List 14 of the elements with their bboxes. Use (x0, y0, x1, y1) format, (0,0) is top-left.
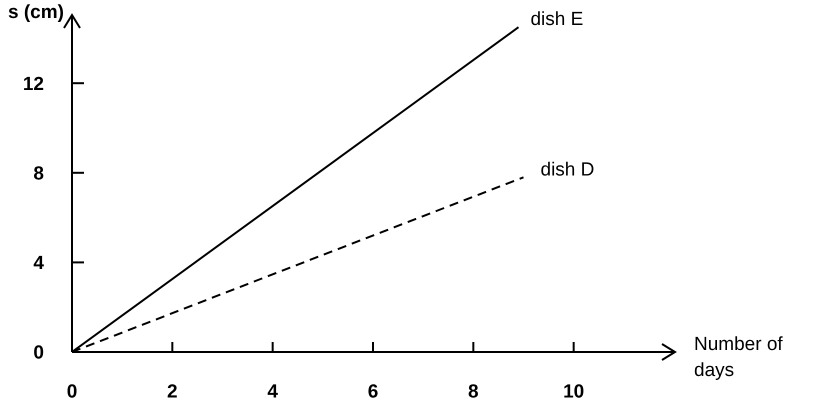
x-axis-title: Number of days (694, 333, 784, 383)
y-tick-label: 12 (22, 74, 44, 95)
x-tick-label: 4 (267, 381, 278, 402)
series-label: dish D (540, 159, 594, 180)
x-tick-label: 0 (66, 381, 78, 402)
x-tick-label: 10 (563, 381, 584, 402)
y-tick-label: 0 (33, 342, 44, 364)
x-tick-label: 6 (368, 381, 378, 402)
x-tick-label: 8 (468, 381, 479, 402)
y-axis-title: s (cm) (8, 2, 64, 24)
y-tick-label: 8 (33, 164, 44, 185)
y-tick-label: 4 (33, 253, 44, 274)
x-tick-label: 2 (167, 381, 178, 402)
series-label: dish E (530, 9, 584, 30)
